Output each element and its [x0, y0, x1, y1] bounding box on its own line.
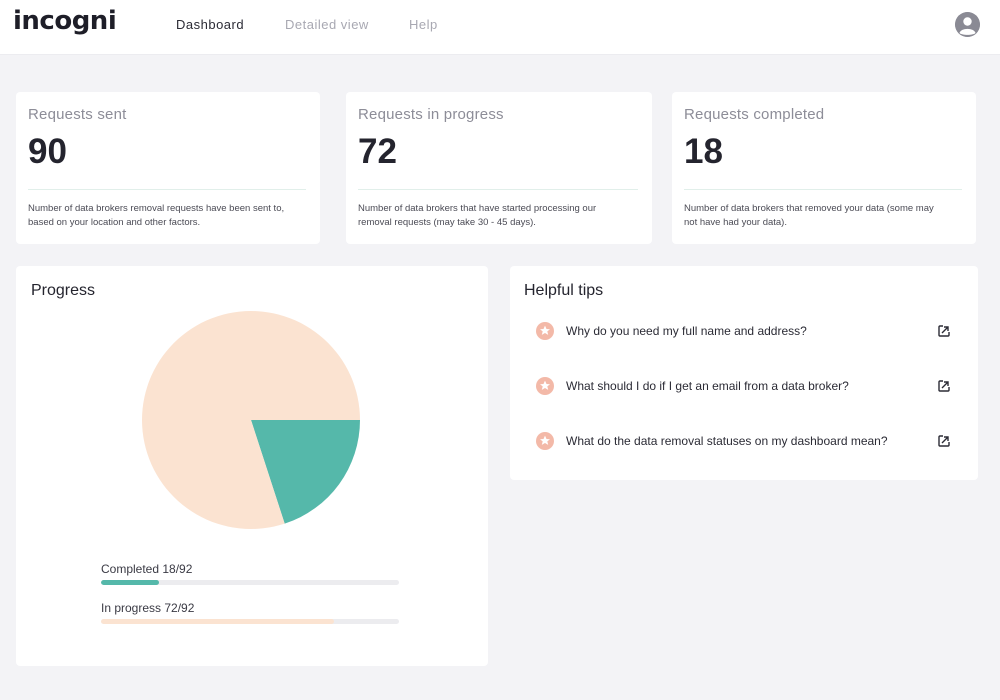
- stat-description: Number of data brokers that have started…: [358, 202, 596, 230]
- stat-description: Number of data brokers that removed your…: [684, 202, 934, 230]
- divider: [358, 189, 638, 190]
- tip-text: Why do you need my full name and address…: [566, 324, 807, 338]
- tip-item[interactable]: Why do you need my full name and address…: [536, 321, 956, 343]
- progress-title: Progress: [31, 282, 96, 299]
- external-link-icon[interactable]: [937, 379, 951, 393]
- stat-card-requests-in-progress: Requests in progress 72 Number of data b…: [346, 92, 652, 244]
- tip-text: What do the data removal statuses on my …: [566, 434, 888, 448]
- tip-item[interactable]: What do the data removal statuses on my …: [536, 431, 956, 453]
- external-link-icon[interactable]: [937, 434, 951, 448]
- stat-title: Requests in progress: [358, 106, 504, 123]
- star-icon: [536, 322, 554, 340]
- star-icon: [536, 377, 554, 395]
- in-progress-label: In progress 72/92: [101, 601, 195, 615]
- stat-value: 18: [684, 132, 723, 171]
- helpful-tips-title: Helpful tips: [524, 282, 604, 299]
- completed-label: Completed 18/92: [101, 562, 193, 576]
- stat-description-line: removal requests (may take 30 - 45 days)…: [358, 217, 536, 228]
- in-progress-progress-bar: [101, 619, 399, 624]
- pie-slice-in-progress: [142, 311, 360, 529]
- stat-description-line: Number of data brokers that have started…: [358, 203, 597, 214]
- completed-progress-bar: [101, 580, 399, 585]
- external-link-icon[interactable]: [937, 324, 951, 338]
- stat-description-line: Number of data brokers that removed your…: [684, 203, 934, 214]
- top-navigation-bar: incogni Dashboard Detailed view Help: [0, 0, 1000, 55]
- incogni-logo[interactable]: incogni: [13, 6, 117, 36]
- progress-card: Progress Completed 18/92 In progress 72/…: [16, 266, 488, 666]
- stat-card-requests-sent: Requests sent 90 Number of data brokers …: [16, 92, 320, 244]
- stat-card-requests-completed: Requests completed 18 Number of data bro…: [672, 92, 976, 244]
- nav-dashboard[interactable]: Dashboard: [176, 17, 245, 32]
- progress-pie-chart: [142, 311, 360, 529]
- pie-slice-completed: [251, 420, 360, 524]
- divider: [28, 189, 306, 190]
- star-icon: [536, 432, 554, 450]
- stat-description-line: based on your location and other factors…: [28, 217, 201, 228]
- stat-value: 90: [28, 132, 67, 171]
- stat-description-line: not have had your data).: [684, 217, 787, 228]
- divider: [684, 189, 962, 190]
- user-avatar-icon[interactable]: [955, 12, 980, 37]
- tip-item[interactable]: What should I do if I get an email from …: [536, 376, 956, 398]
- stat-description-line: Number of data brokers removal requests …: [28, 203, 285, 214]
- stat-value: 72: [358, 132, 397, 171]
- completed-progress-fill: [101, 580, 160, 585]
- helpful-tips-card: Helpful tips Why do you need my full nam…: [510, 266, 978, 480]
- tip-text: What should I do if I get an email from …: [566, 379, 849, 393]
- nav-detailed-view[interactable]: Detailed view: [285, 17, 369, 32]
- stat-description: Number of data brokers removal requests …: [28, 202, 284, 230]
- stat-title: Requests sent: [28, 106, 127, 123]
- in-progress-progress-fill: [101, 619, 335, 624]
- nav-help[interactable]: Help: [409, 17, 438, 32]
- stat-title: Requests completed: [684, 106, 825, 123]
